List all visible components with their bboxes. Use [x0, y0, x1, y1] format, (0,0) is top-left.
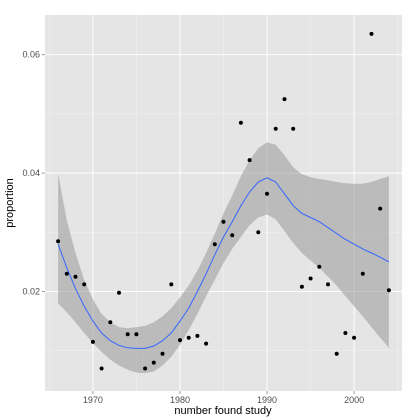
data-point	[317, 264, 322, 269]
y-tick-label: 0.02	[22, 287, 40, 297]
y-tick-label: 0.04	[22, 168, 40, 178]
data-point	[360, 271, 365, 276]
data-point	[160, 351, 165, 356]
data-point	[178, 338, 182, 343]
data-point	[343, 331, 348, 335]
data-point	[73, 274, 78, 279]
data-point	[386, 288, 391, 293]
data-point	[299, 284, 304, 289]
data-point	[90, 339, 95, 344]
data-point	[230, 233, 235, 238]
x-axis: 1970 1980 1990 2000	[83, 391, 364, 405]
data-point	[352, 335, 357, 340]
y-axis-title: proportion	[4, 178, 16, 228]
data-point	[369, 31, 374, 36]
data-point	[151, 360, 156, 365]
x-tick-label: 1990	[257, 395, 277, 405]
data-point	[256, 230, 261, 235]
data-point	[169, 282, 174, 287]
data-point	[326, 282, 330, 287]
data-point	[108, 320, 113, 325]
x-axis-title: number found study	[174, 405, 272, 417]
data-point	[99, 366, 104, 371]
data-point	[143, 366, 148, 371]
data-point	[238, 120, 243, 125]
y-axis: 0.02 0.04 0.06	[22, 50, 45, 297]
data-point	[265, 191, 269, 196]
smooth-line-layer	[57, 177, 390, 349]
smooth-line	[57, 177, 390, 349]
x-tick-label: 1980	[170, 395, 190, 405]
data-point	[186, 335, 191, 340]
data-point	[291, 126, 296, 131]
x-tick-label: 2000	[344, 395, 364, 405]
y-tick-label: 0.06	[22, 50, 40, 60]
data-point	[64, 271, 69, 276]
data-point	[134, 332, 139, 337]
confidence-band-layer	[58, 142, 389, 374]
data-point	[82, 282, 87, 287]
points-layer	[56, 31, 391, 371]
data-point	[378, 206, 383, 211]
x-tick-label: 1970	[83, 395, 103, 405]
data-point	[282, 97, 287, 102]
confidence-band	[58, 142, 389, 374]
data-point	[334, 351, 339, 356]
data-point	[308, 276, 313, 281]
data-point	[247, 158, 252, 163]
data-point	[195, 333, 200, 338]
data-point	[117, 290, 121, 295]
data-point	[221, 219, 226, 224]
data-point	[204, 341, 209, 346]
data-point	[273, 126, 278, 131]
data-point	[125, 332, 130, 337]
data-point	[56, 239, 61, 244]
data-point	[212, 242, 217, 247]
